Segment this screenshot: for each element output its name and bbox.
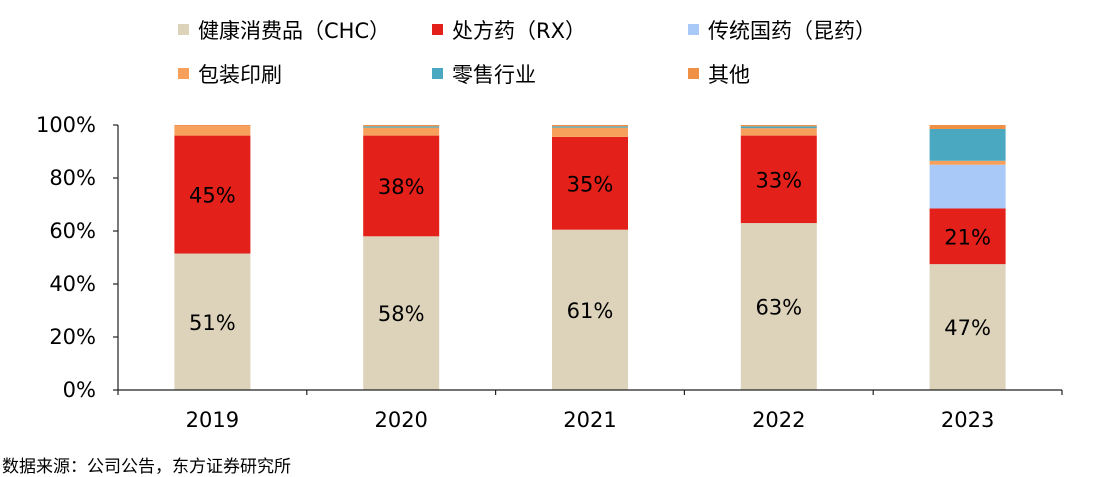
x-tick-label: 2020 — [374, 408, 427, 432]
bar-segment — [929, 128, 1006, 161]
legend-label: 健康消费品（CHC） — [198, 19, 390, 43]
bar-segment — [363, 126, 440, 128]
bar-segment — [552, 229, 628, 390]
bar-segment — [174, 125, 251, 127]
legend-swatch — [178, 68, 189, 79]
data-label: 21% — [944, 225, 991, 249]
bar-segment — [552, 125, 628, 127]
y-tick-label: 40% — [49, 272, 96, 296]
y-axis: 0% 20% 40% 60% 80% 100% — [36, 113, 119, 402]
legend-swatch — [178, 24, 189, 35]
bar-segment — [929, 208, 1006, 265]
data-label: 47% — [944, 316, 991, 340]
bar-segment — [929, 264, 1006, 390]
legend-swatch — [432, 68, 443, 79]
bar-segment — [552, 126, 628, 128]
bar-segment — [363, 236, 440, 390]
x-tick-label: 2021 — [563, 408, 616, 432]
bar-segment — [363, 125, 440, 127]
data-label: 63% — [755, 296, 802, 320]
bar-segment — [740, 128, 817, 136]
bars: 51% 45% 58% 38% 61% 35% 63% 33% 47% 21% — [174, 125, 1006, 390]
stacked-bar-chart: 健康消费品（CHC） 处方药（RX） 传统国药（昆药） 包装印刷 零售行业 其他 0% 20… — [36, 19, 1063, 432]
bar-segment — [174, 135, 251, 254]
bar-segment — [552, 127, 628, 137]
legend-label: 其他 — [708, 63, 750, 87]
data-label: 35% — [567, 172, 614, 196]
bar-segment — [363, 127, 440, 136]
data-label: 51% — [189, 311, 236, 335]
bar-segment — [363, 135, 440, 237]
legend-label: 零售行业 — [452, 63, 536, 87]
legend-label: 传统国药（昆药） — [708, 19, 876, 43]
bar-segment — [929, 125, 1006, 129]
y-tick-label: 20% — [49, 325, 96, 349]
y-tick-label: 0% — [63, 378, 96, 402]
y-tick-label: 80% — [49, 166, 96, 190]
legend-label: 包装印刷 — [198, 63, 282, 87]
bar-segment — [740, 135, 817, 224]
x-tick-label: 2022 — [752, 408, 805, 432]
data-label: 33% — [755, 168, 802, 192]
data-label: 58% — [378, 302, 425, 326]
legend-label: 处方药（RX） — [452, 19, 586, 43]
bar-segment — [174, 126, 251, 136]
legend-swatch — [432, 24, 443, 35]
bar-segment — [740, 223, 817, 390]
bar-segment — [740, 126, 817, 129]
bar-segment — [740, 125, 817, 127]
bar-segment — [174, 253, 251, 390]
x-tick-label: 2023 — [941, 408, 994, 432]
legend-swatch — [688, 68, 699, 79]
y-tick-label: 100% — [36, 113, 96, 137]
legend-swatch — [688, 24, 699, 35]
bar-segment — [929, 160, 1006, 165]
y-tick-label: 60% — [49, 219, 96, 243]
bar-segment — [552, 136, 628, 230]
data-label: 45% — [189, 184, 236, 208]
x-tick-label: 2019 — [186, 408, 239, 432]
bar-segment — [929, 164, 1006, 209]
legend: 健康消费品（CHC） 处方药（RX） 传统国药（昆药） 包装印刷 零售行业 其他 — [178, 19, 876, 87]
data-label: 61% — [567, 299, 614, 323]
data-label: 38% — [378, 175, 425, 199]
x-axis: 2019 2020 2021 2022 2023 — [117, 389, 1063, 432]
